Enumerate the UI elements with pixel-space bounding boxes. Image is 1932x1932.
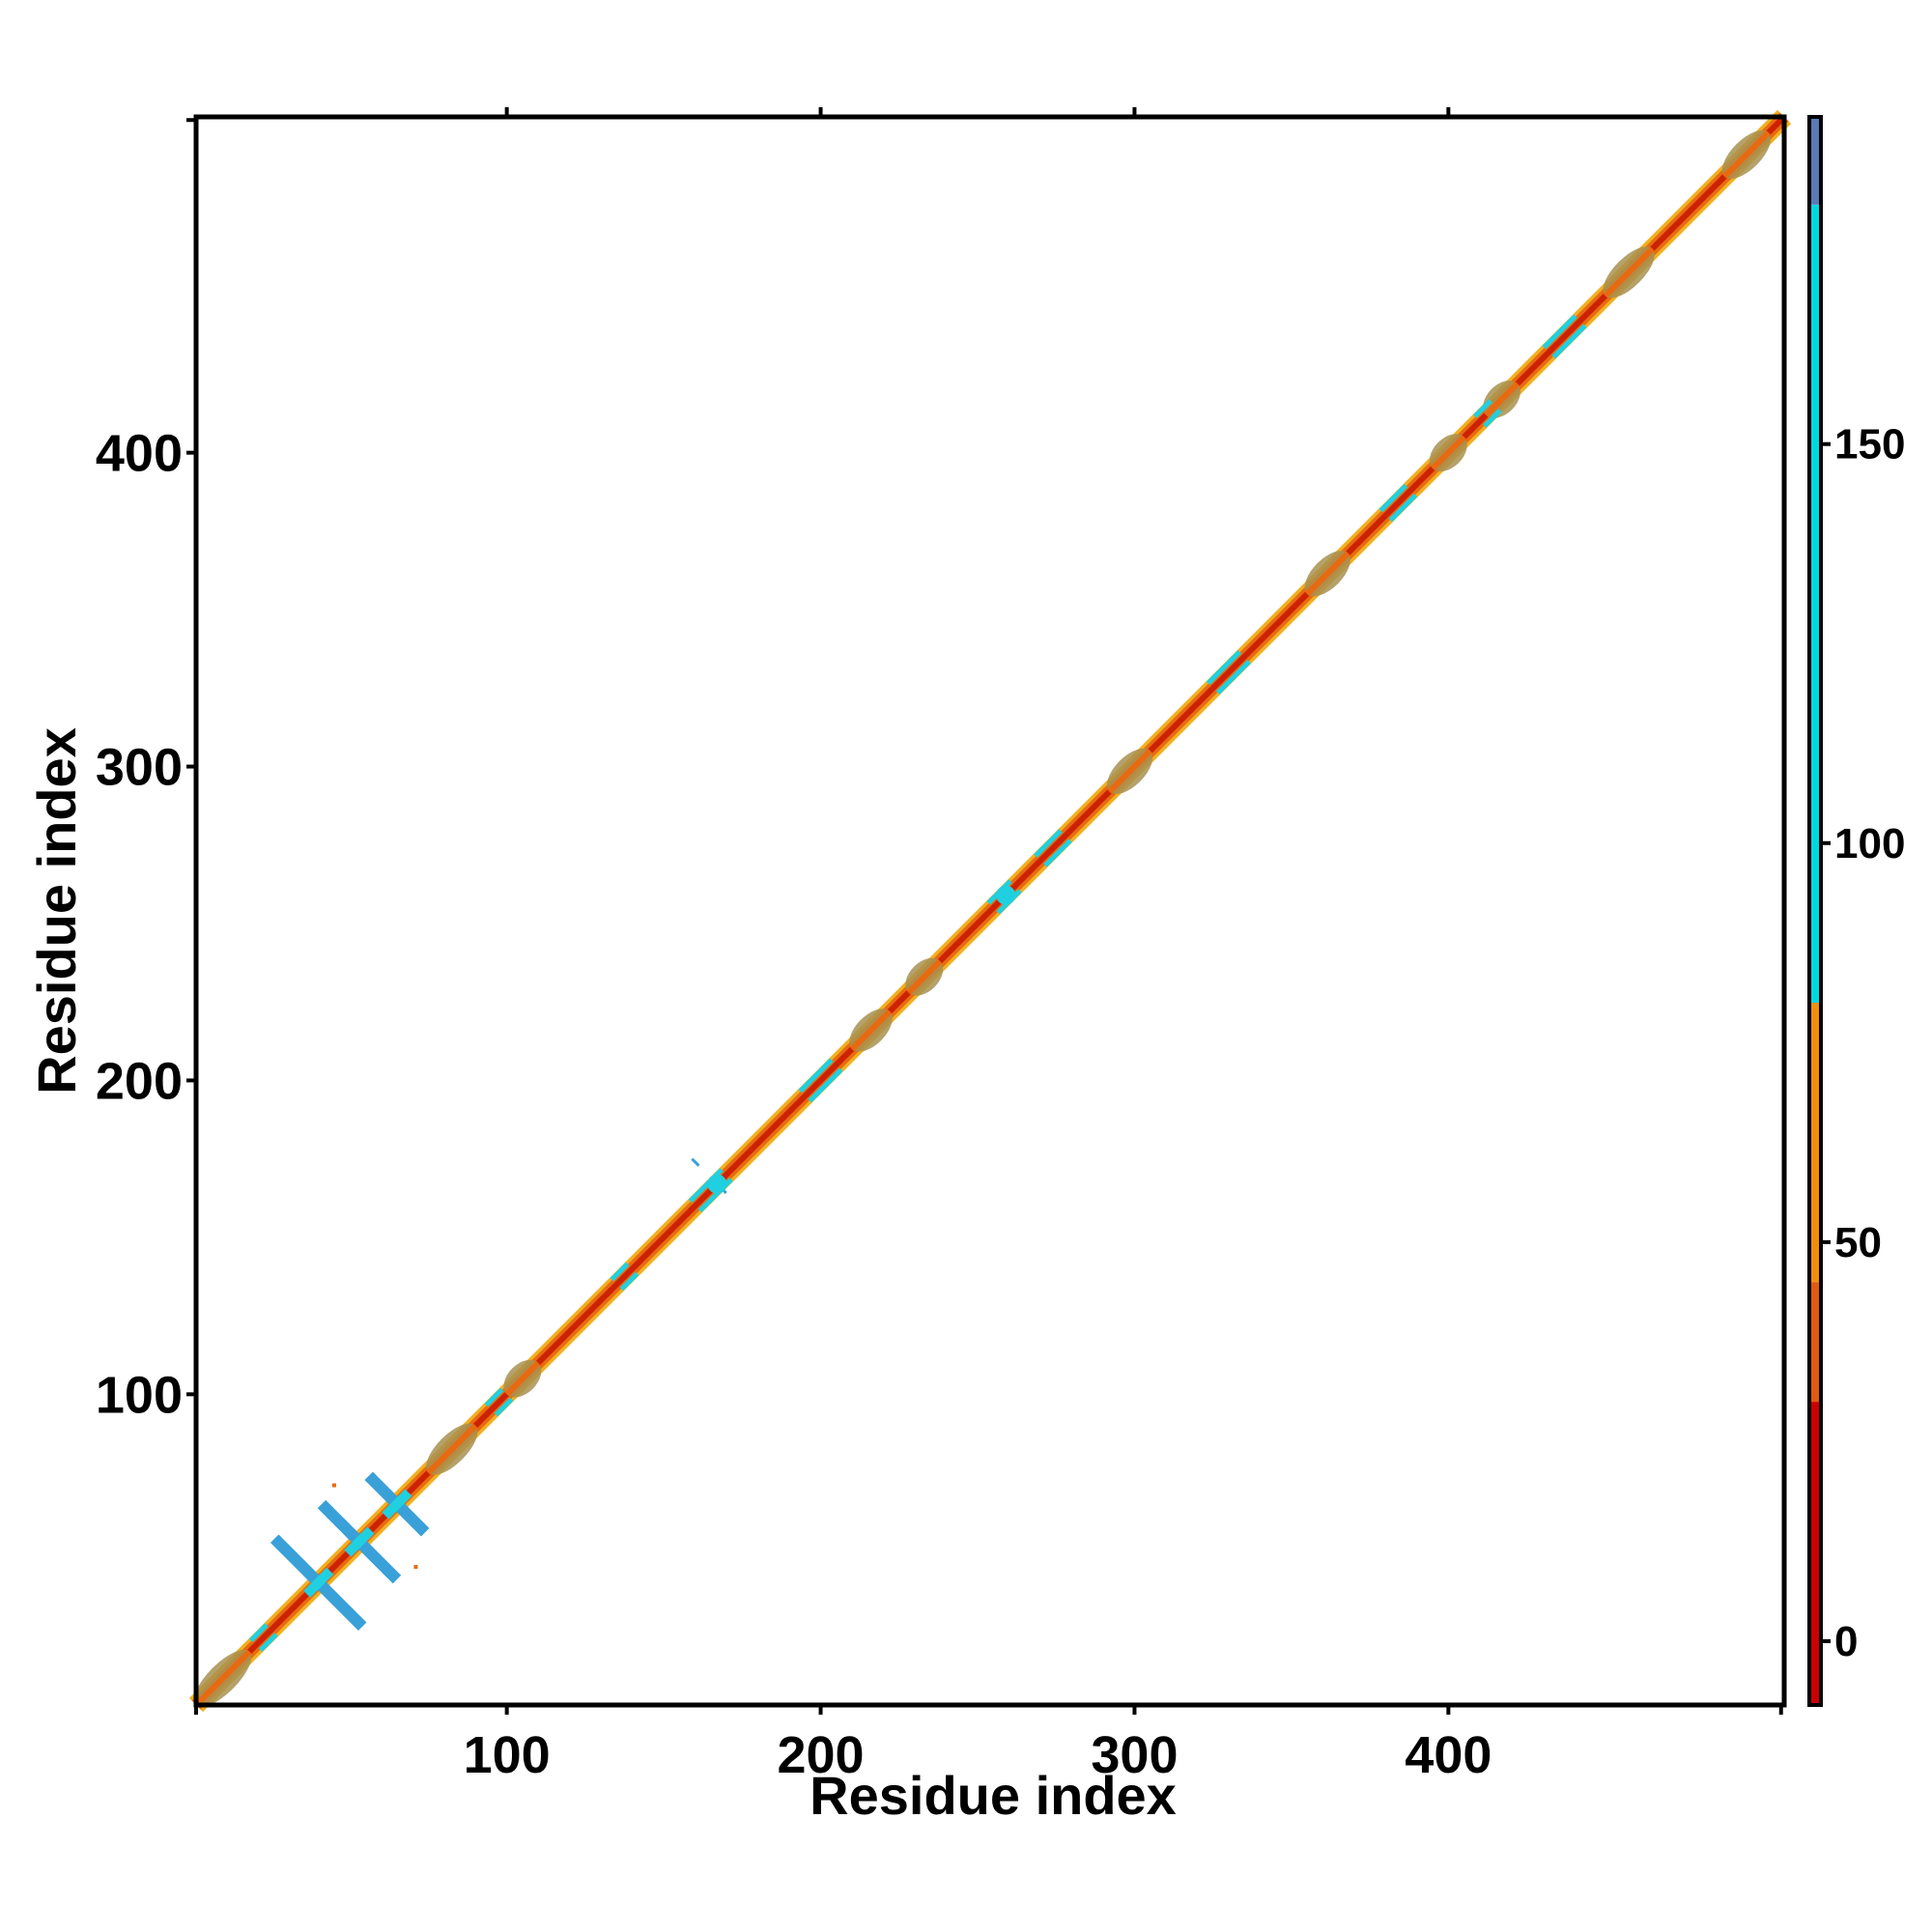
helix-core-8	[1484, 382, 1520, 417]
contact-dot-1	[413, 1565, 418, 1570]
colorbar-band-4	[1809, 117, 1821, 205]
cyan-segment-mirror-1	[494, 1397, 514, 1417]
helix-core-6	[1305, 551, 1350, 596]
cyan-segment-mirror-10	[1551, 324, 1587, 359]
plot-frame	[193, 114, 1787, 1708]
cyan-segment-4	[798, 1058, 834, 1094]
cyan-segment-8	[1378, 483, 1408, 513]
y-tick-label-3: 400	[96, 425, 183, 483]
cyan-spot-259	[996, 885, 1016, 905]
helix-core-9	[1603, 246, 1655, 298]
heatmap-layer	[188, 109, 1792, 1713]
colorbar-tick-label-3: 150	[1834, 421, 1905, 469]
helix-core-4	[906, 958, 943, 995]
cyan-segment-mirror-7	[1215, 660, 1251, 696]
contact-dot-0	[331, 1483, 336, 1488]
colorbar-tick-label-2: 100	[1834, 820, 1905, 867]
cyan-segment-6	[1034, 829, 1063, 858]
colorbar-tick-label-1: 50	[1834, 1219, 1882, 1266]
cyan-segment-0	[248, 1623, 269, 1643]
x-tick-label-3: 400	[1405, 1726, 1492, 1784]
sheet-feature-center-167	[707, 1174, 727, 1194]
cyan-segment-mirror-8	[1388, 493, 1418, 523]
colorbar-frame	[1807, 115, 1823, 1707]
beta-cross-center-0	[303, 1567, 334, 1598]
helix-core-5	[1107, 749, 1152, 794]
colorbar-band-1	[1809, 1282, 1821, 1403]
x-axis-title: Residue index	[810, 1765, 1177, 1826]
helix-core-7	[1430, 435, 1466, 471]
colorbar-band-3	[1809, 204, 1821, 1004]
cyan-segment-2	[610, 1262, 630, 1282]
x-tick-label-1: 200	[777, 1726, 864, 1784]
cyan-segment-10	[1542, 314, 1577, 350]
cyan-segment-mirror-4	[808, 1067, 843, 1103]
beta-cross-center-2	[382, 1489, 412, 1520]
cyan-segment-9	[1473, 399, 1492, 418]
cyan-segment-mirror-9	[1483, 409, 1502, 428]
y-tick-label-1: 200	[96, 1052, 183, 1110]
cyan-segment-mirror-6	[1043, 838, 1072, 867]
helix-core-10	[1722, 130, 1771, 179]
helix-core-2	[504, 1360, 541, 1397]
colorbar-band-0	[1809, 1402, 1821, 1705]
y-tick-label-2: 300	[96, 739, 183, 797]
x-tick-label-0: 100	[464, 1726, 551, 1784]
cyan-segment-mirror-0	[258, 1633, 278, 1653]
y-tick-label-0: 100	[96, 1366, 183, 1424]
helix-core-0	[193, 1649, 252, 1708]
beta-cross-center-1	[344, 1526, 375, 1557]
cyan-segment-mirror-2	[619, 1271, 639, 1292]
colorbar-band-2	[1809, 1003, 1821, 1283]
colorbar: 0 50 100 150	[1807, 115, 1905, 1707]
cyan-segment-1	[484, 1387, 504, 1407]
x-tick-label-2: 300	[1091, 1726, 1178, 1784]
y-axis-title: Residue index	[26, 727, 87, 1094]
helix-core-1	[426, 1423, 478, 1475]
helix-core-3	[849, 1009, 893, 1052]
cyan-segment-7	[1206, 650, 1241, 686]
axis-layer: 100 200 300 400 100 200 300 400	[96, 107, 1783, 1784]
colorbar-tick-label-0: 0	[1834, 1618, 1858, 1665]
